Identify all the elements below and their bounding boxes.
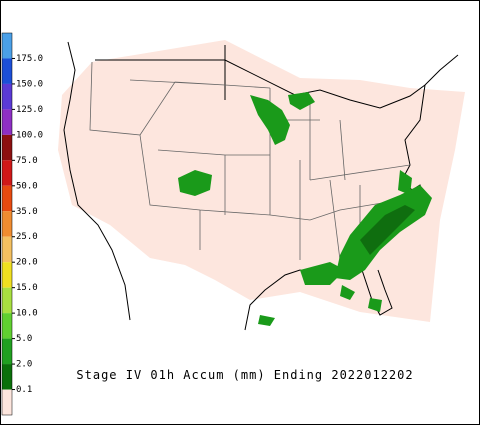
precip-great-lakes-west <box>250 95 290 145</box>
legend-swatch <box>2 211 12 237</box>
legend-label: 35.0 <box>16 207 38 217</box>
legend-label: 175.0 <box>16 54 43 64</box>
legend-label: 150.0 <box>16 79 43 89</box>
legend-label: 5.0 <box>16 334 32 344</box>
precip-southeast-core <box>360 205 415 255</box>
precip-virginia <box>398 170 412 195</box>
precip-upper-michigan <box>288 92 315 110</box>
legend-label: 100.0 <box>16 130 43 140</box>
legend-label: 75.0 <box>16 156 38 166</box>
precip-colorado <box>178 170 212 196</box>
legend-swatch <box>2 338 12 365</box>
legend-swatch <box>2 287 12 314</box>
legend-swatch <box>2 389 12 415</box>
state-lines <box>89 61 411 261</box>
legend-swatch <box>2 33 12 59</box>
legend-swatch <box>2 313 12 339</box>
map <box>58 40 465 331</box>
legend-swatch <box>2 236 12 263</box>
legend-label: 15.0 <box>16 283 38 293</box>
legend-label: 20.0 <box>16 258 38 268</box>
legend-swatch <box>2 109 12 135</box>
legend-swatch <box>2 185 12 212</box>
legend-border <box>1 32 13 416</box>
legend-label: 25.0 <box>16 232 38 242</box>
legend-label: 10.0 <box>16 309 38 319</box>
precip-gulf <box>300 262 345 285</box>
legend-label: 50.0 <box>16 181 38 191</box>
legend: 175.0 150.0 125.0 100.0 75.0 50.0 35.0 25.0 20.0… <box>1 32 43 416</box>
coastline <box>63 41 459 331</box>
legend-swatch <box>2 58 12 84</box>
legend-swatch <box>2 83 12 110</box>
legend-swatch <box>2 160 12 186</box>
precip-scattered <box>258 285 382 326</box>
legend-swatch <box>2 262 12 288</box>
legend-swatch <box>2 134 12 161</box>
legend-label: 2.0 <box>16 360 32 370</box>
legend-label: 0.1 <box>16 385 32 395</box>
legend-label: 125.0 <box>16 105 43 115</box>
caption: Stage IV 01h Accum (mm) Ending 202201220… <box>76 368 413 382</box>
legend-swatch <box>2 364 12 390</box>
